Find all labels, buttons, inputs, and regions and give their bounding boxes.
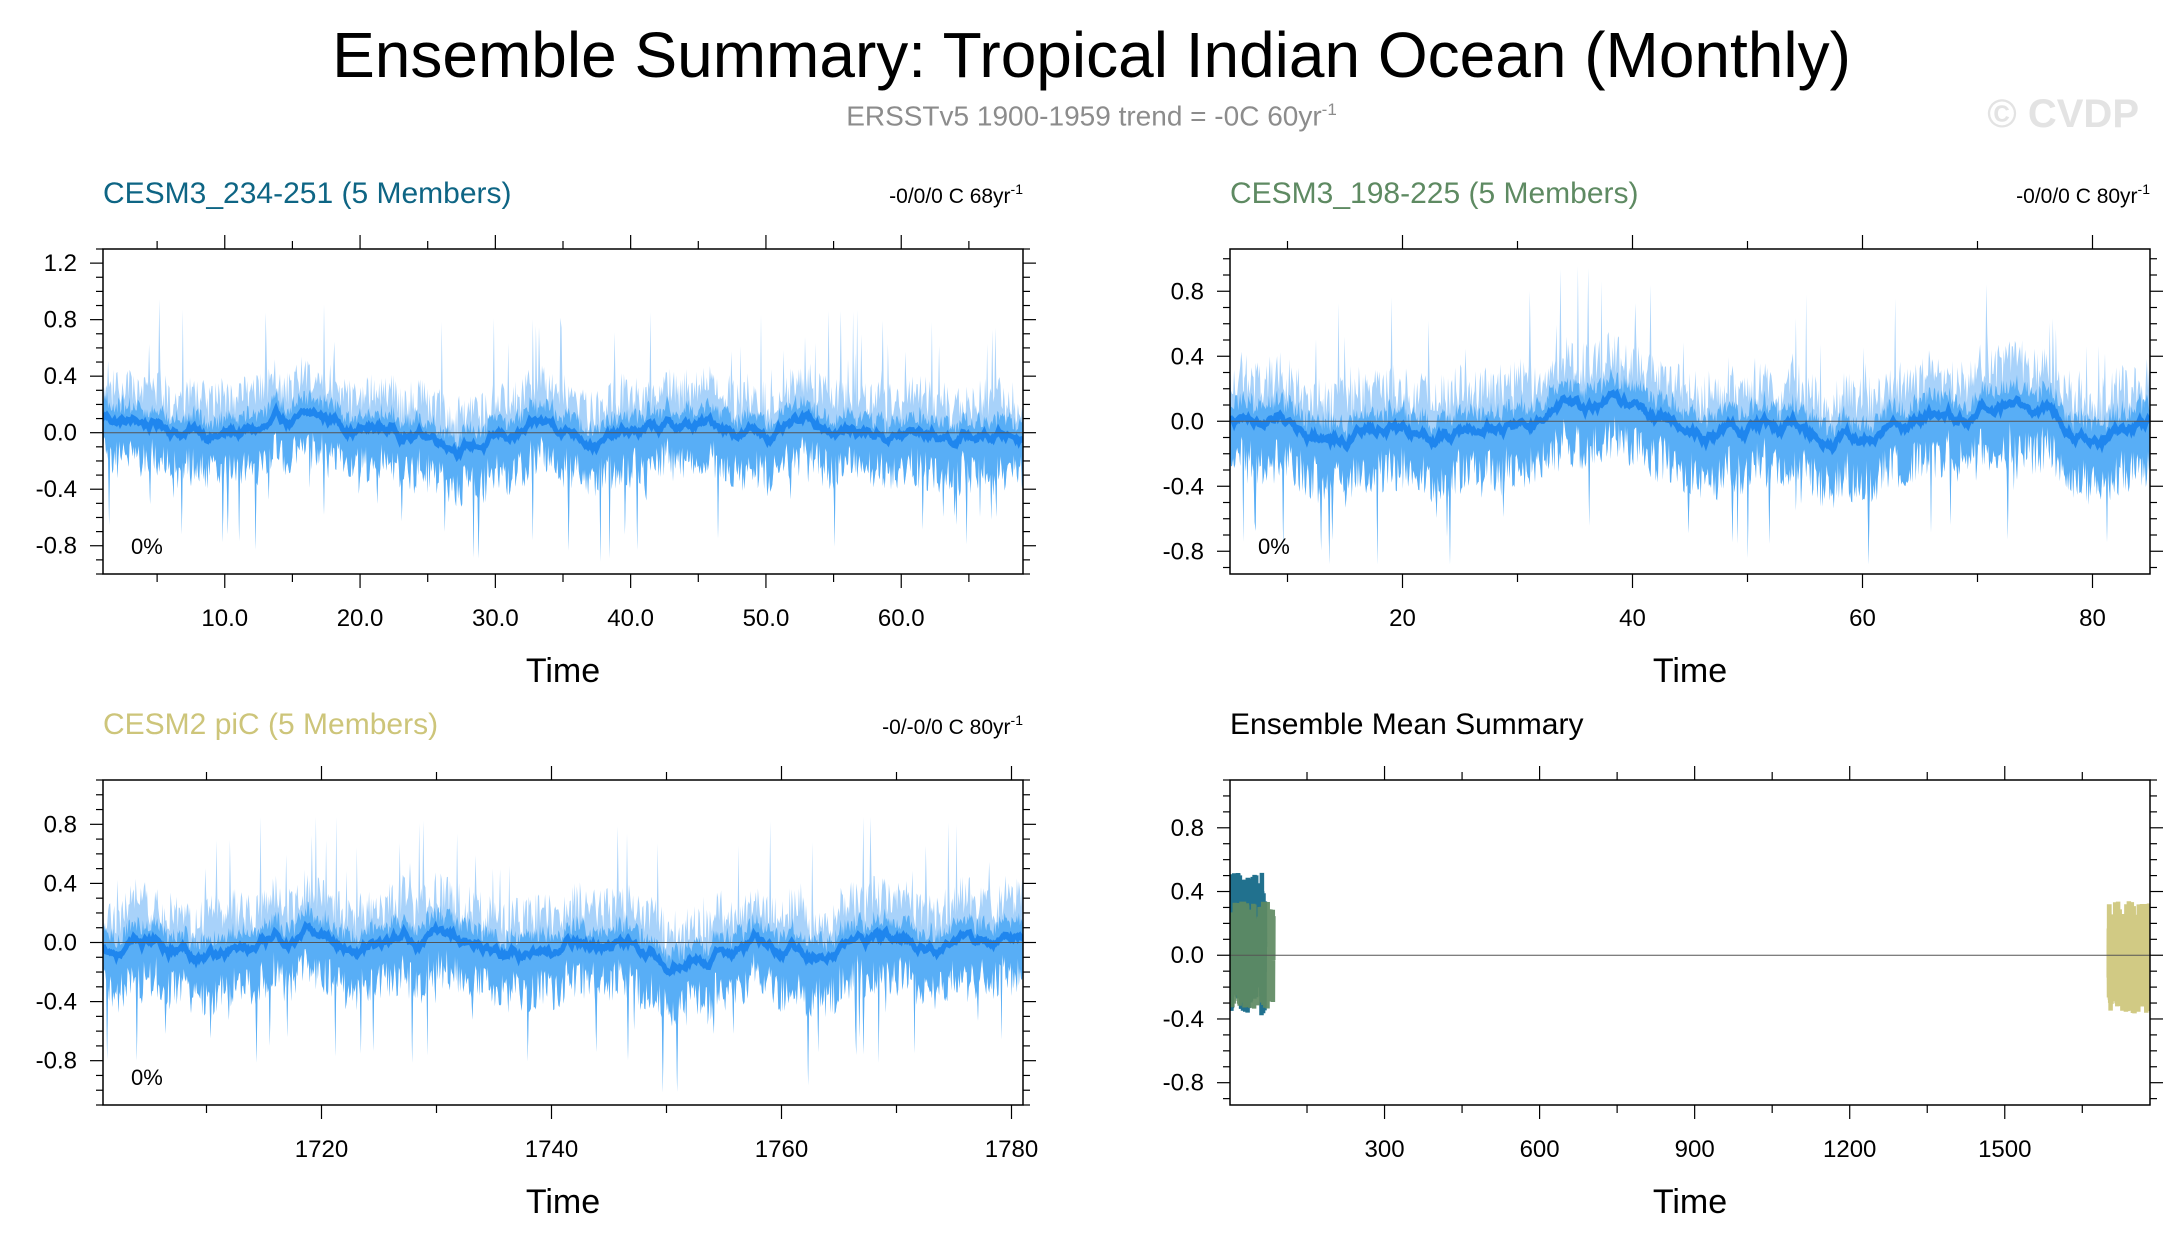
x-tick-label: 1780 (985, 1136, 1038, 1163)
percent-label: 0% (131, 534, 163, 559)
x-tick-label: 1200 (1823, 1136, 1876, 1163)
y-tick-label: 0.8 (1171, 278, 1204, 305)
y-tick-label: -0.8 (36, 1048, 77, 1075)
x-tick-label: 30.0 (472, 605, 519, 632)
x-tick-label: 40.0 (607, 605, 654, 632)
y-tick-label: -0.8 (36, 533, 77, 560)
y-tick-label: 0.0 (44, 420, 77, 447)
subtitle: ERSSTv5 1900-1959 trend = -0C 60yr-1 (0, 100, 2183, 132)
trend-label: -0/0/0 C 80yr-1 (2016, 181, 2150, 208)
x-tick-label: 10.0 (201, 605, 248, 632)
panel-title: CESM2 piC (5 Members) (103, 708, 438, 741)
y-tick-label: 0.4 (44, 363, 77, 390)
y-tick-label: 0.0 (44, 930, 77, 957)
x-axis-label: Time (1653, 652, 1727, 690)
percent-label: 0% (1258, 534, 1290, 559)
subtitle-superscript: -1 (1321, 100, 1337, 119)
series-3 (2106, 901, 2150, 1014)
percent-label: 0% (131, 1065, 163, 1090)
series-2 (1230, 901, 1276, 1009)
x-tick-label: 1760 (755, 1136, 808, 1163)
panel-title: CESM3_234-251 (5 Members) (103, 177, 512, 210)
x-axis-label: Time (526, 652, 600, 690)
x-tick-label: 80 (2079, 605, 2106, 632)
x-tick-label: 300 (1365, 1136, 1405, 1163)
y-tick-label: 0.4 (44, 870, 77, 897)
panel-3: CESM2 piC (5 Members) -0/-0/0 C 80yr-1 -0.… (36, 708, 1039, 1221)
cvdp-watermark: © CVDP (1987, 92, 2139, 136)
panel-2: CESM3_198-225 (5 Members) -0/0/0 C 80yr-1… (1163, 177, 2163, 690)
panel-title: Ensemble Mean Summary (1230, 708, 1583, 741)
x-tick-label: 50.0 (743, 605, 790, 632)
y-tick-label: 1.2 (44, 250, 77, 277)
x-tick-label: 60.0 (878, 605, 925, 632)
subtitle-text: ERSSTv5 1900-1959 trend = -0C 60yr (846, 100, 1322, 132)
plot-area (1230, 872, 2150, 1016)
y-tick-label: 0.0 (1171, 942, 1204, 969)
plot-frame (1229, 248, 2151, 575)
x-tick-label: 600 (1520, 1136, 1560, 1163)
y-tick-label: 0.4 (1171, 879, 1204, 906)
y-tick-label: -0.8 (1163, 1070, 1204, 1097)
x-tick-label: 60 (1849, 605, 1876, 632)
y-tick-label: 0.8 (44, 307, 77, 334)
y-tick-label: 0.8 (1171, 815, 1204, 842)
x-tick-label: 1740 (525, 1136, 578, 1163)
x-tick-label: 1720 (295, 1136, 348, 1163)
trend-label: -0/-0/0 C 80yr-1 (882, 712, 1023, 739)
y-tick-label: -0.4 (36, 989, 77, 1016)
trend-label: -0/0/0 C 68yr-1 (889, 181, 1023, 208)
x-axis-label: Time (526, 1183, 600, 1221)
y-tick-label: 0.4 (1171, 343, 1204, 370)
x-tick-label: 20 (1389, 605, 1416, 632)
x-tick-label: 1500 (1978, 1136, 2031, 1163)
panel-title: CESM3_198-225 (5 Members) (1230, 177, 1639, 210)
x-tick-label: 40 (1619, 605, 1646, 632)
plot-frame (1229, 779, 2151, 1106)
x-tick-label: 900 (1675, 1136, 1715, 1163)
plot-area (103, 299, 1023, 562)
main-title: Ensemble Summary: Tropical Indian Ocean … (332, 19, 1851, 91)
y-tick-label: 0.8 (44, 811, 77, 838)
ensemble-mean-line (1230, 388, 2150, 456)
x-tick-label: 20.0 (337, 605, 384, 632)
plot-area (103, 816, 1023, 1093)
y-tick-label: -0.4 (36, 476, 77, 503)
y-tick-label: -0.4 (1163, 1006, 1204, 1033)
y-tick-label: -0.8 (1163, 538, 1204, 565)
y-tick-label: 0.0 (1171, 408, 1204, 435)
ensemble-mean-line (103, 920, 1023, 977)
panel-1: CESM3_234-251 (5 Members) -0/0/0 C 68yr-1… (36, 177, 1036, 690)
x-axis-label: Time (1653, 1183, 1727, 1221)
panel-4: Ensemble Mean Summary -0.8 -0.4 0.0 0.4 0.8 30… (1163, 708, 2163, 1221)
plot-area (1230, 266, 2150, 565)
y-tick-label: -0.4 (1163, 473, 1204, 500)
